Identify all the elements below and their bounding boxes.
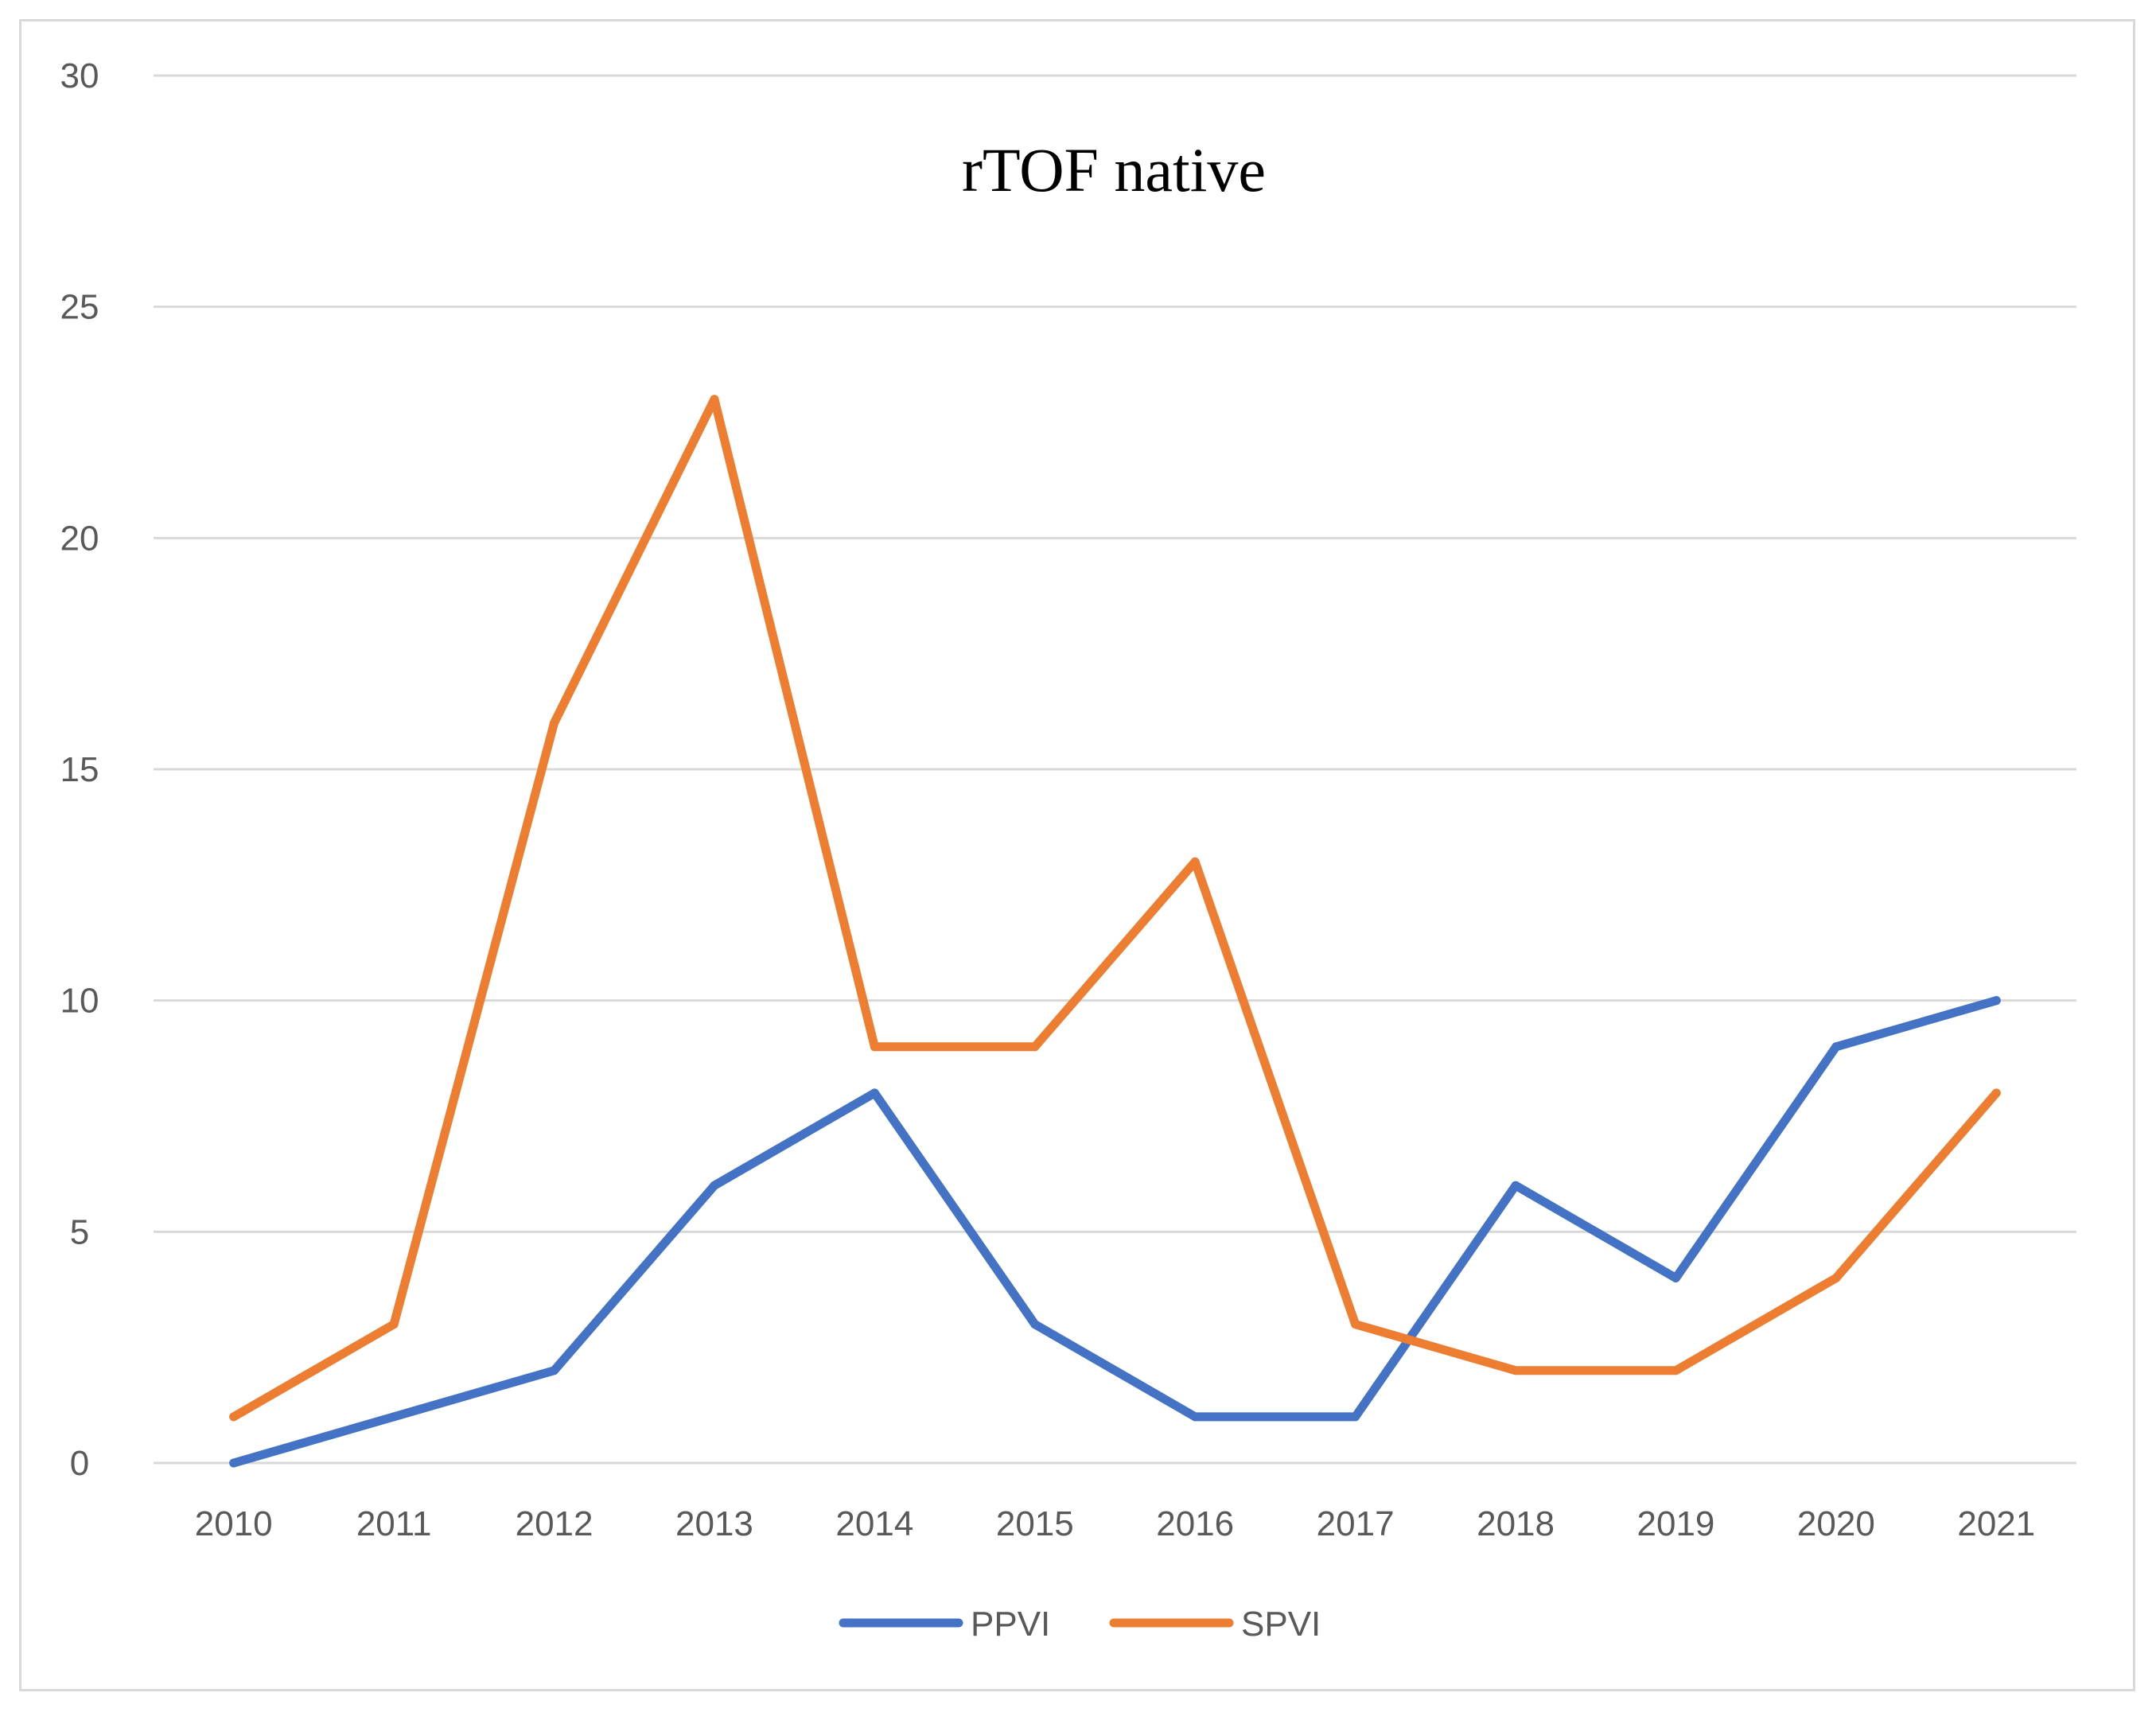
x-tick-label: 2016 <box>1156 1504 1234 1543</box>
x-tick-label: 2012 <box>516 1504 593 1543</box>
series-line-spvi <box>229 395 2001 1422</box>
data-point <box>1991 1088 2001 1098</box>
series-lines <box>229 395 2001 1468</box>
data-point <box>1030 1320 1040 1329</box>
data-point <box>1030 1042 1040 1052</box>
data-point <box>389 1412 399 1422</box>
y-tick-label: 10 <box>60 982 99 1021</box>
series-line-ppvi <box>229 996 2001 1468</box>
data-point <box>870 1088 879 1098</box>
data-point <box>550 1366 559 1375</box>
data-point <box>1671 1273 1680 1282</box>
x-tick-label: 2017 <box>1317 1504 1395 1543</box>
chart-frame <box>19 19 2135 1691</box>
data-point <box>389 1320 399 1329</box>
data-point <box>1511 1181 1520 1190</box>
data-point <box>229 1412 239 1422</box>
y-tick-label: 25 <box>60 288 99 327</box>
data-point <box>1671 1366 1680 1375</box>
y-tick-label: 0 <box>70 1444 89 1483</box>
data-point <box>550 718 559 728</box>
legend: PPVI SPVI <box>839 1605 1321 1644</box>
data-point <box>229 1458 239 1468</box>
data-point <box>710 395 719 404</box>
x-tick-label: 2020 <box>1797 1504 1875 1543</box>
x-tick-label: 2011 <box>356 1504 432 1543</box>
x-tick-label: 2019 <box>1637 1504 1715 1543</box>
y-tick-label: 20 <box>60 519 99 558</box>
y-tick-label: 15 <box>60 750 99 789</box>
gridlines <box>154 74 2076 1465</box>
y-tick-label: 5 <box>70 1212 89 1251</box>
data-point <box>710 1181 719 1190</box>
x-tick-label: 2018 <box>1477 1504 1555 1543</box>
data-point <box>1351 1412 1360 1422</box>
x-tick-label: 2021 <box>1957 1504 2035 1543</box>
data-point <box>1511 1366 1520 1375</box>
data-point <box>1991 996 2001 1006</box>
chart-title: rTOF native <box>962 135 1266 204</box>
data-point <box>1190 1412 1200 1422</box>
x-axis-tick-labels: 2010 2011 2012 2013 2014 2015 2016 2017 2018 2019… <box>195 1504 2035 1543</box>
data-point <box>1190 857 1200 866</box>
data-point <box>1831 1042 1841 1052</box>
y-axis-tick-labels: 0 5 10 15 20 25 30 <box>60 56 99 1483</box>
legend-label-ppvi: PPVI <box>971 1605 1050 1644</box>
x-tick-label: 2014 <box>835 1504 913 1543</box>
data-point <box>870 1042 879 1052</box>
y-tick-label: 30 <box>60 56 99 95</box>
data-point <box>1351 1320 1360 1329</box>
x-tick-label: 2015 <box>996 1504 1074 1543</box>
x-tick-label: 2010 <box>195 1504 273 1543</box>
data-point <box>1831 1273 1841 1282</box>
x-tick-label: 2013 <box>675 1504 753 1543</box>
legend-label-spvi: SPVI <box>1241 1605 1321 1644</box>
